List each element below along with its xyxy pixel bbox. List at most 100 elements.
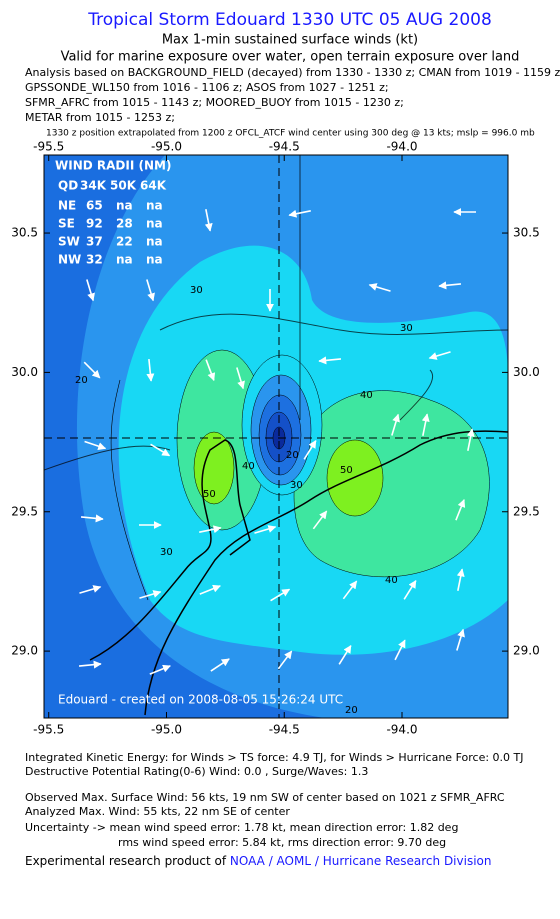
wind-radii-header: 64K xyxy=(140,179,167,193)
footer-line: Observed Max. Surface Wind: 56 kts, 19 n… xyxy=(25,791,505,804)
wind-radii-cell: na xyxy=(146,199,163,213)
borders xyxy=(44,155,508,471)
map: 20 30 30 30 40 40 40 50 50 20 30 20 WIND… xyxy=(44,155,508,718)
wind-arrow xyxy=(312,510,328,530)
map-frame xyxy=(43,154,509,719)
x-tick-label: -94.5 xyxy=(269,140,300,154)
wind-arrow xyxy=(270,588,291,602)
wind-arrow xyxy=(466,428,475,451)
footer-line: Integrated Kinetic Energy: for Winds > T… xyxy=(25,751,524,764)
band-40 xyxy=(293,390,490,578)
wind-arrow xyxy=(391,413,400,436)
wind-arrow xyxy=(342,580,358,600)
contour-label: 30 xyxy=(400,323,413,334)
validity: Valid for marine exposure over water, op… xyxy=(61,50,520,65)
wind-arrow xyxy=(78,660,102,669)
wind-arrow xyxy=(86,279,95,302)
contour-label: 40 xyxy=(360,390,373,401)
wind-arrow xyxy=(428,351,451,360)
footer-line: Analyzed Max. Wind: 55 kts, 22 nm SE of … xyxy=(25,805,290,818)
wind-arrow xyxy=(421,413,430,436)
wind-radii-header: 50K xyxy=(110,179,137,193)
wind-arrow xyxy=(83,361,101,379)
y-tick-label: 29.0 xyxy=(11,644,38,658)
title: Tropical Storm Edouard 1330 UTC 05 AUG 2… xyxy=(87,10,492,30)
wind-arrow xyxy=(338,644,352,665)
wind-arrow xyxy=(149,664,171,675)
contour-label: 30 xyxy=(290,480,303,491)
wind-radii-title: WIND RADII (NM) xyxy=(55,159,171,173)
wind-arrows xyxy=(78,208,476,675)
source-line: SFMR_AFRC from 1015 - 1143 z; MOORED_BUO… xyxy=(25,96,404,109)
wind-radii-cell: na xyxy=(116,199,133,213)
wind-radii-cell: 37 xyxy=(86,235,103,249)
footer-line: Destructive Potential Rating(0-6) Wind: … xyxy=(25,765,368,778)
wind-arrow xyxy=(455,499,466,521)
position-note: 1330 z position extrapolated from 1200 z… xyxy=(46,129,535,139)
wind-arrow xyxy=(236,367,245,390)
wind-radii-cell: SE xyxy=(58,217,75,231)
y-tick-label: 29.5 xyxy=(513,504,540,518)
contour-label: 20 xyxy=(345,705,358,716)
contour-label: 30 xyxy=(160,547,173,558)
contour-label: 50 xyxy=(203,489,216,500)
credit-prefix: Experimental research product of xyxy=(25,854,230,868)
wind-arrow xyxy=(303,439,317,460)
wind-arrow xyxy=(199,584,221,595)
y-tick-label: 30.5 xyxy=(11,226,38,240)
source-line: GPSSONDE_WL150 from 1016 - 1106 z; ASOS … xyxy=(25,81,389,94)
wind-radii-header: QD xyxy=(58,179,78,193)
x-tick-label: -95.0 xyxy=(151,723,182,737)
wind-arrow xyxy=(199,525,222,534)
x-tick-label: -94.0 xyxy=(386,140,417,154)
wind-arrow xyxy=(277,650,293,670)
wind-arrow xyxy=(79,585,102,594)
band-50 xyxy=(193,431,235,505)
axes: -95.5 -95.5 -95.0 -95.0 -94.5 -94.5 -94.0 -94.0… xyxy=(11,140,539,737)
wind-arrow xyxy=(146,358,155,382)
x-tick-label: -94.0 xyxy=(386,723,417,737)
wind-arrow xyxy=(150,443,171,457)
x-tick-label: -95.5 xyxy=(33,140,64,154)
y-tick-label: 29.5 xyxy=(11,504,38,518)
wind-arrow xyxy=(146,279,155,302)
wind-arrow xyxy=(205,359,216,382)
wind-radii-cell: 65 xyxy=(86,199,103,213)
wind-arrow xyxy=(394,639,406,661)
y-tick-label: 30.0 xyxy=(11,365,38,379)
wind-arrow xyxy=(254,525,277,534)
source-line: METAR from 1015 - 1253 z; xyxy=(25,111,175,124)
y-tick-label: 29.0 xyxy=(513,644,540,658)
wind-radii-cell: NW xyxy=(58,253,81,267)
source-line: Analysis based on BACKGROUND_FIELD (deca… xyxy=(25,66,560,79)
contour-label: 50 xyxy=(340,465,353,476)
wind-radii-cell: na xyxy=(146,217,163,231)
wind-arrow xyxy=(288,209,311,218)
wind-radii-cell: na xyxy=(146,235,163,249)
subtitle: Max 1-min sustained surface winds (kt) xyxy=(162,33,418,48)
contour-label: 40 xyxy=(385,575,398,586)
contour-label: 30 xyxy=(190,285,203,296)
x-tick-label: -95.0 xyxy=(151,140,182,154)
wind-arrow xyxy=(456,628,465,651)
wind-arrow xyxy=(456,568,465,591)
contour-label: 40 xyxy=(242,461,255,472)
wind-radii-cell: 28 xyxy=(116,217,133,231)
wind-arrow xyxy=(318,356,342,365)
y-tick-label: 30.5 xyxy=(513,226,540,240)
footer-line: Uncertainty -> mean wind speed error: 1.… xyxy=(25,821,458,834)
contour-label: 20 xyxy=(75,375,88,386)
wind-arrow xyxy=(210,658,230,672)
footer-line: rms wind speed error: 5.84 kt, rms direc… xyxy=(118,836,446,849)
wind-radii-cell: na xyxy=(146,253,163,267)
wind-arrow xyxy=(368,283,391,292)
y-tick-label: 30.0 xyxy=(513,365,540,379)
wind-radii-cell: 22 xyxy=(116,235,133,249)
credit-org[interactable]: NOAA / AOML / Hurricane Research Divisio… xyxy=(230,854,492,868)
wind-radii-cell: 32 xyxy=(86,253,103,267)
watermark: Edouard - created on 2008-08-05 15:26:24… xyxy=(58,693,343,707)
wind-arrow xyxy=(80,514,104,523)
wind-radii-header: 34K xyxy=(80,179,107,193)
